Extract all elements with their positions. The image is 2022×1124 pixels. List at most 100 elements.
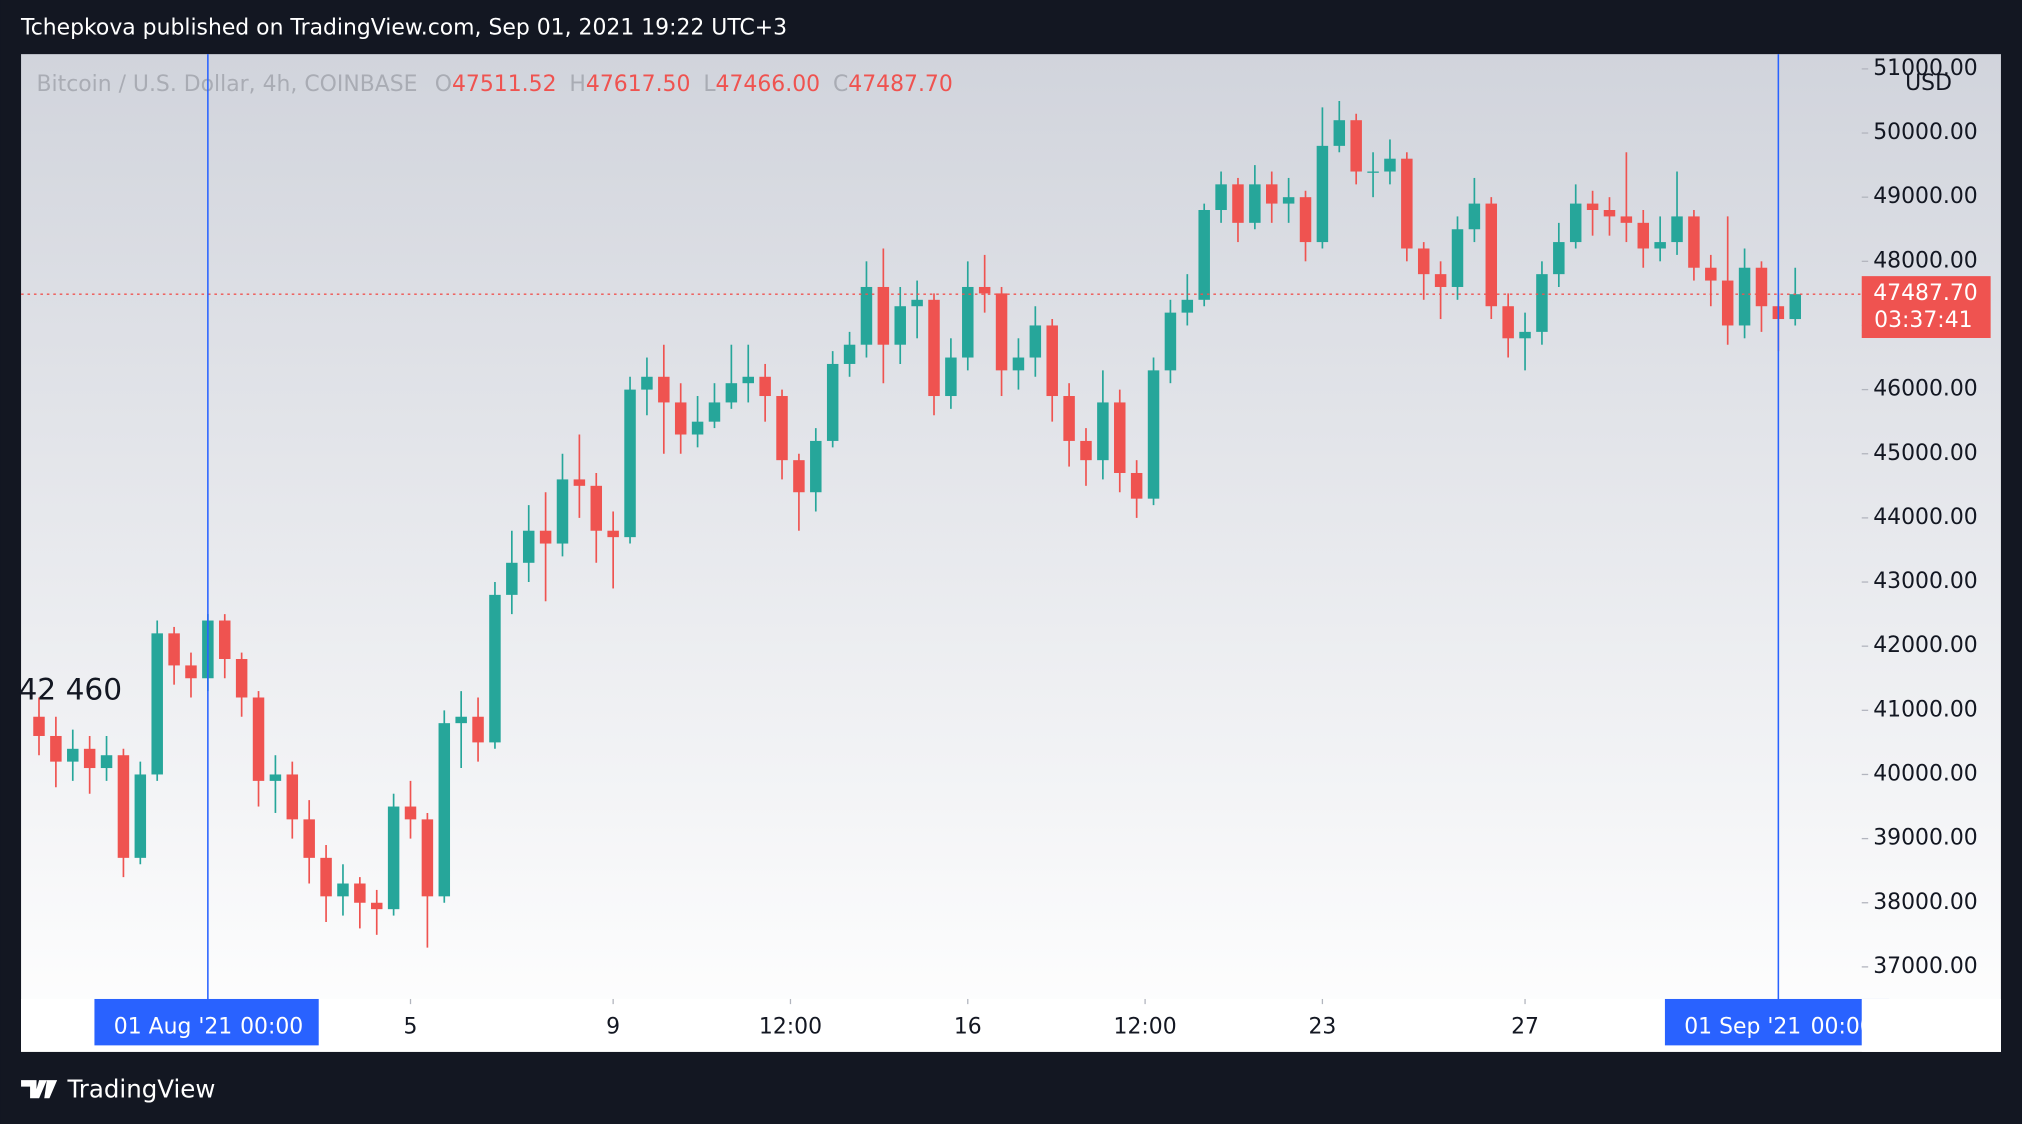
ohlc-key: C xyxy=(833,72,848,97)
candle-body xyxy=(1367,171,1379,173)
candle-body xyxy=(134,774,147,858)
candle-body xyxy=(472,716,484,743)
y-tick-label: 42000.00 xyxy=(1873,633,1978,658)
candle-body xyxy=(151,633,163,775)
candle-body xyxy=(978,286,991,294)
symbol: Bitcoin / U.S. Dollar, 4h, COINBASE xyxy=(37,72,418,97)
candle-body xyxy=(252,697,265,781)
candle-body xyxy=(1755,267,1768,307)
candle-body xyxy=(219,620,231,660)
axes: 37000.00 38000.00 39000.00 40000.00 41000.00… xyxy=(404,56,1991,1039)
candle-body xyxy=(1789,294,1801,320)
marker-label-box xyxy=(94,998,319,1046)
candle-body xyxy=(117,755,130,858)
candle-body xyxy=(1654,242,1666,249)
y-tick-label: 41000.00 xyxy=(1873,697,1978,722)
candle-body xyxy=(1671,216,1683,243)
candle-body xyxy=(269,774,282,781)
countdown-label: 03:37:41 xyxy=(1874,308,1972,333)
candle-body xyxy=(1147,370,1160,499)
candle-body xyxy=(1063,396,1075,441)
y-tick-label: 39000.00 xyxy=(1873,826,1978,851)
candle-body xyxy=(1097,402,1109,461)
last-price-label: 47487.70 xyxy=(1873,281,1978,306)
ohlc-value: 47511.52 xyxy=(452,72,557,97)
y-tick-label: 44000.00 xyxy=(1873,505,1978,530)
candle-body xyxy=(1553,242,1565,275)
y-tick-label: 48000.00 xyxy=(1873,248,1978,273)
ohlc-key: O xyxy=(435,72,452,97)
candle-body xyxy=(1299,197,1312,243)
logo-icon xyxy=(21,1080,58,1099)
candle-body xyxy=(1637,222,1650,249)
candle-body xyxy=(1417,248,1430,275)
y-tick-label: 40000.00 xyxy=(1873,761,1978,786)
candle-body xyxy=(1012,357,1025,371)
candle-body xyxy=(1316,145,1329,243)
candle-body xyxy=(404,806,417,820)
candle-body xyxy=(1688,216,1700,268)
candle-body xyxy=(1282,197,1295,204)
candle-body xyxy=(691,421,704,435)
candle-body xyxy=(387,806,400,910)
candle-body xyxy=(489,594,501,743)
candle-body xyxy=(1181,299,1194,313)
candle-body xyxy=(370,902,383,910)
candle-body xyxy=(877,286,890,345)
candle-body xyxy=(1130,472,1143,499)
candle-body xyxy=(506,562,518,595)
candle-body xyxy=(573,479,586,486)
candle-body xyxy=(354,883,366,903)
candle-body xyxy=(624,389,636,538)
candle-body xyxy=(1046,325,1058,397)
candle-body xyxy=(826,363,839,441)
candle-body xyxy=(708,402,721,422)
y-tick-label: 51000.00 xyxy=(1873,56,1978,81)
candle-body xyxy=(962,286,974,358)
candle-body xyxy=(1266,184,1278,204)
candle-body xyxy=(100,755,113,769)
candle-body xyxy=(1215,184,1227,211)
candle-body xyxy=(1232,184,1244,223)
publish-title: Tchepkova published on TradingView.com, … xyxy=(20,15,787,40)
x-tick-label: 16 xyxy=(954,1014,982,1039)
candle-body xyxy=(793,460,805,493)
candle-body xyxy=(235,659,248,698)
candle-body xyxy=(1502,306,1514,339)
marker-date: 01 Sep '21 xyxy=(1684,1014,1801,1039)
x-tick-label: 5 xyxy=(404,1014,418,1039)
candle-body xyxy=(556,479,569,544)
candle-body xyxy=(860,286,873,345)
candle-body xyxy=(843,344,856,364)
candle-body xyxy=(1620,216,1633,223)
candle-body xyxy=(1249,184,1261,223)
candle-body xyxy=(810,440,822,493)
candle-body xyxy=(759,376,771,397)
candle-body xyxy=(607,530,619,538)
candle-body xyxy=(1519,331,1531,339)
candle-body xyxy=(1721,280,1734,326)
ohlc-value: 47617.50 xyxy=(586,72,691,97)
candle-body xyxy=(1350,120,1362,172)
candle-body xyxy=(1569,203,1582,243)
ohlc-value: 47466.00 xyxy=(716,72,821,97)
candle-body xyxy=(590,485,603,531)
candle-body xyxy=(67,748,79,762)
footer-logo: TradingView xyxy=(21,1074,215,1103)
ohlc: O47511.52 H47617.50 L47466.00 C47487.70 xyxy=(435,72,953,97)
candle-body xyxy=(1384,158,1396,172)
candle-body xyxy=(522,530,535,563)
y-tick-label: 49000.00 xyxy=(1873,184,1978,209)
candle-body xyxy=(1080,440,1092,461)
candle-body xyxy=(1468,203,1481,230)
candle-body xyxy=(286,774,299,820)
x-tick-label: 23 xyxy=(1308,1014,1336,1039)
plot-area xyxy=(21,54,2001,1052)
candle-body xyxy=(1029,325,1042,358)
legend: Bitcoin / U.S. Dollar, 4h, COINBASE O475… xyxy=(37,72,953,97)
ohlc-key: L xyxy=(703,72,716,97)
y-tick-label: 43000.00 xyxy=(1873,569,1978,594)
candle-body xyxy=(995,293,1008,371)
candle-body xyxy=(50,735,62,762)
